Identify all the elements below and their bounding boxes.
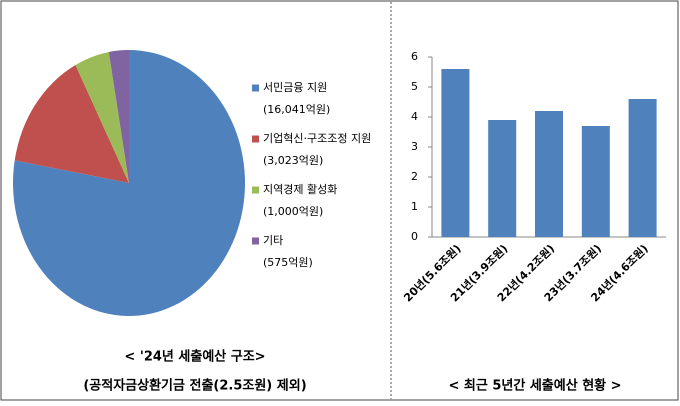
y-tick-label: 0 — [411, 230, 418, 243]
legend-marker — [252, 135, 259, 143]
bar-title: < 최근 5년간 세출예산 현황 > — [448, 378, 621, 394]
y-tick-label: 3 — [411, 140, 418, 153]
legend-label: 기업혁신·구조조정 지원 — [263, 132, 371, 145]
bar — [488, 120, 517, 237]
pie-slice — [75, 52, 129, 183]
legend-marker — [252, 237, 259, 245]
legend-label: 기타 — [263, 234, 283, 247]
y-tick-label: 4 — [411, 110, 418, 123]
value-label: (16,041억원) — [263, 103, 330, 116]
y-tick-label: 1 — [411, 200, 418, 213]
legend-marker — [252, 186, 259, 194]
legend-label: 서민금융 지원 — [263, 81, 327, 94]
legend-label: 지역경제 활성화 — [263, 182, 337, 196]
y-tick-label: 5 — [411, 80, 418, 93]
value-label: (3,023억원) — [263, 154, 323, 167]
pie-slice — [14, 64, 129, 183]
value-label: (575억원) — [263, 256, 313, 269]
bar — [535, 111, 563, 237]
value-label: (1,000억원) — [263, 205, 323, 218]
bar — [628, 99, 657, 237]
y-tick-label: 6 — [411, 50, 418, 63]
pie-title: < '24년 세출예산 구조> — [124, 349, 265, 365]
bar — [581, 126, 610, 237]
bar — [441, 69, 470, 237]
legend-marker — [252, 84, 259, 92]
pie-subtitle: (공적자금상환기금 전출(2.5조원) 제외) — [83, 378, 306, 394]
y-tick-label: 2 — [411, 170, 418, 183]
pie-slice — [108, 50, 129, 183]
